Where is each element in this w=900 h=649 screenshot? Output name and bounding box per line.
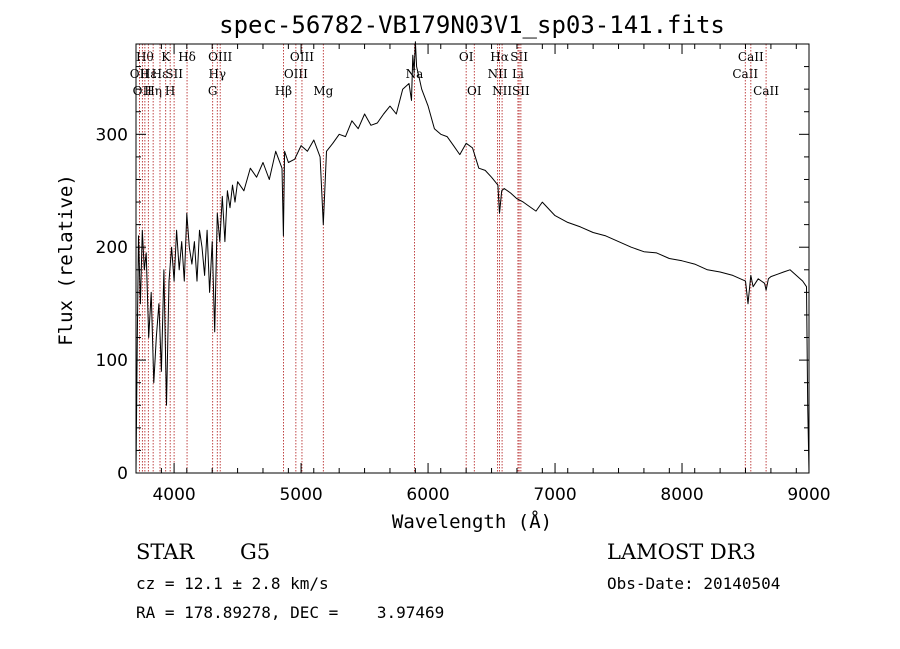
- line-marker-label: Hγ: [208, 67, 226, 81]
- redshift-value: cz = 12.1 ± 2.8 km/s: [136, 574, 329, 593]
- line-marker-group: OIIOIIHθHεHηHεKHSIIHδGHγOIIIHβOIIIOIIIMg…: [130, 44, 779, 473]
- survey-name: LAMOST DR3: [607, 540, 756, 564]
- line-marker-label: CaII: [738, 50, 764, 64]
- line-marker-label: CaII: [732, 67, 758, 81]
- y-tick-label: 0: [117, 464, 128, 484]
- line-marker-label: Hθ: [136, 50, 154, 64]
- spectrum-chart: spec-56782-VB179N03V1_sp03-141.fits OIIO…: [0, 0, 900, 649]
- coordinates: RA = 178.89278, DEC = 3.97469: [136, 603, 444, 622]
- line-marker-label: SII: [512, 84, 530, 98]
- series-line-flux: [136, 42, 809, 473]
- line-marker-label: NII: [488, 67, 508, 81]
- x-axis-label: Wavelength (Å): [392, 510, 552, 533]
- y-axis: 0 100 200 300: [96, 67, 809, 484]
- x-tick-label: 7000: [533, 485, 576, 505]
- plot-frame: [136, 44, 809, 473]
- line-marker-label: NII: [492, 84, 512, 98]
- object-class: STAR: [136, 540, 194, 564]
- line-marker-label: G: [208, 84, 218, 98]
- line-marker-label: Hα: [490, 50, 509, 64]
- line-marker-label: OIII: [208, 50, 232, 64]
- obs-date: Obs-Date: 20140504: [607, 574, 780, 593]
- x-tick-label: 6000: [406, 485, 449, 505]
- line-marker-label: CaII: [753, 84, 779, 98]
- line-marker-label: SII: [510, 50, 528, 64]
- chart-title: spec-56782-VB179N03V1_sp03-141.fits: [219, 11, 725, 39]
- line-marker-label: Mg: [313, 84, 333, 98]
- y-tick-label: 100: [96, 351, 128, 371]
- x-tick-label: 8000: [660, 485, 703, 505]
- line-marker-label: SII: [165, 67, 183, 81]
- line-marker-label: OIII: [290, 50, 314, 64]
- x-tick-label: 5000: [279, 485, 322, 505]
- line-marker-label: OI: [459, 50, 474, 64]
- line-marker-label: OIII: [284, 67, 308, 81]
- object-subclass: G5: [240, 540, 270, 564]
- x-tick-label: 4000: [152, 485, 195, 505]
- line-marker-label: Li: [512, 67, 524, 81]
- line-marker-label: K: [161, 50, 171, 64]
- line-marker-label: OI: [467, 84, 482, 98]
- y-tick-label: 300: [96, 125, 128, 145]
- x-axis: 4000 5000 6000 7000 8000 9000: [136, 44, 831, 505]
- line-marker-label: Hη: [144, 84, 162, 98]
- x-tick-label: 9000: [787, 485, 830, 505]
- line-marker-label: Hδ: [178, 50, 196, 64]
- line-marker-label: Hβ: [275, 84, 292, 98]
- series-group: [136, 42, 809, 473]
- y-axis-label: Flux (relative): [55, 174, 77, 346]
- y-tick-label: 200: [96, 238, 128, 258]
